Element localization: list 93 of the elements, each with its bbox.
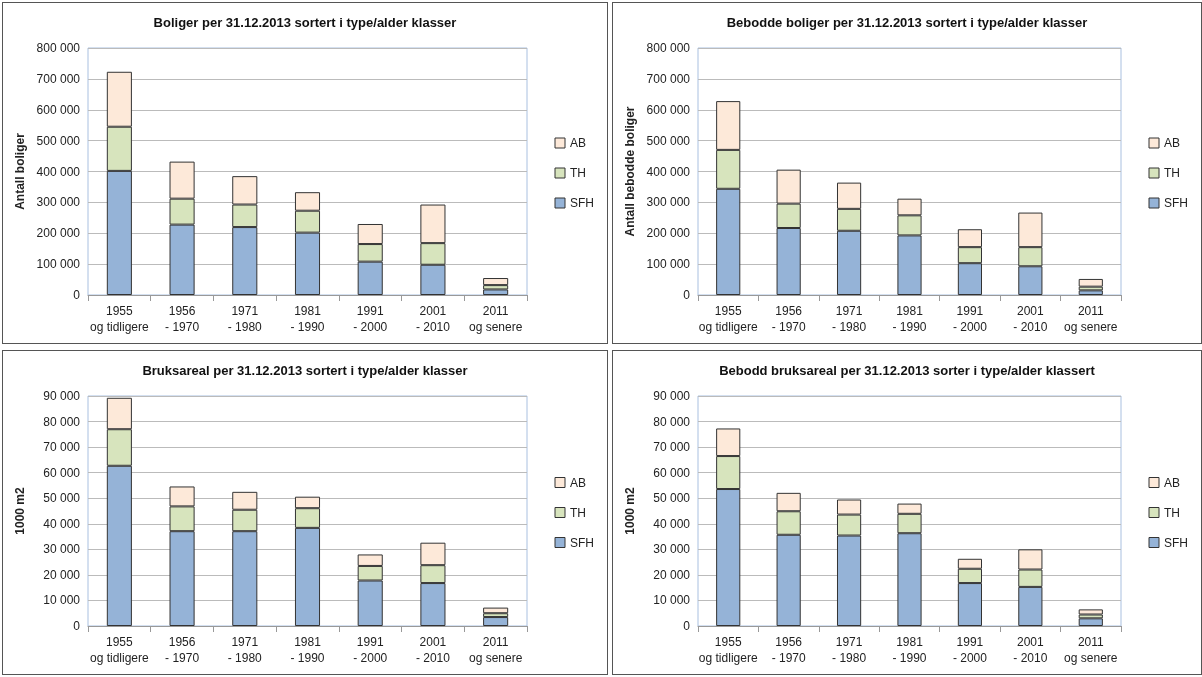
legend-label: AB	[1164, 475, 1181, 490]
bar	[483, 617, 509, 626]
x-tick-label: 1971 - 1980	[832, 304, 867, 334]
x-tick-label: 2011 og senere	[468, 635, 523, 665]
x-tick-label: 1956 - 1970	[165, 304, 200, 334]
bar	[483, 289, 509, 295]
legend-label: SFH	[1164, 535, 1188, 550]
y-axis-title: 1000 m2	[13, 486, 27, 535]
y-tick-label: 70 000	[43, 440, 81, 455]
y-tick-label: 80 000	[43, 414, 81, 429]
y-tick-label: 90 000	[653, 389, 691, 403]
x-tick-label: 2011 og senere	[468, 304, 523, 334]
y-tick-label: 30 000	[653, 542, 691, 557]
legend-label: SFH	[570, 196, 594, 210]
y-tick-label: 800 000	[646, 41, 691, 55]
y-tick-label: 300 000	[36, 195, 81, 210]
y-tick-label: 80 000	[653, 414, 691, 429]
y-tick-label: 30 000	[43, 542, 81, 557]
x-tick-label: 1971 - 1980	[227, 304, 263, 334]
legend-label: AB	[570, 136, 587, 150]
legend-label: SFH	[1164, 196, 1188, 210]
chart-title: Boliger per 31.12.2013 sortert i type/alder klasser	[153, 15, 457, 30]
x-tick-label: 1955 og tidligere	[90, 304, 150, 334]
bar	[1078, 278, 1103, 287]
x-tick-label: 1956 - 1970	[771, 635, 806, 665]
y-tick-label: 90 000	[43, 389, 81, 403]
x-tick-label: 1991 - 2000	[353, 304, 388, 334]
x-tick-label: 1956 - 1970	[165, 635, 200, 665]
y-tick-label: 500 000	[36, 133, 81, 148]
y-tick-label: 40 000	[43, 516, 81, 531]
x-tick-label: 2001 - 2010	[1013, 635, 1048, 665]
y-tick-label: 700 000	[646, 71, 691, 86]
y-tick-label: 100 000	[36, 257, 81, 272]
y-tick-label: 0	[683, 288, 691, 302]
y-tick-label: 10 000	[653, 593, 691, 608]
y-axis-title: Antall boliger	[12, 132, 27, 210]
y-tick-label: 600 000	[646, 102, 691, 117]
chart-title: Bruksareal per 31.12.2013 sortert i type/alder klasser	[142, 363, 468, 378]
y-tick-label: 0	[683, 619, 691, 633]
legend-label: TH	[570, 166, 586, 180]
y-axis-title: 1000 m2	[623, 486, 637, 535]
y-tick-label: 10 000	[43, 593, 81, 608]
y-tick-label: 500 000	[646, 133, 691, 148]
y-tick-label: 800 000	[36, 41, 81, 55]
y-tick-label: 50 000	[653, 491, 691, 506]
y-tick-label: 300 000	[646, 195, 691, 210]
x-tick-label: 1971 - 1980	[832, 635, 867, 665]
y-tick-label: 60 000	[653, 465, 691, 480]
y-tick-label: 100 000	[646, 257, 691, 272]
bar	[483, 278, 509, 286]
y-tick-label: 700 000	[36, 71, 81, 86]
x-tick-label: 1991 - 2000	[952, 304, 988, 334]
y-tick-label: 0	[73, 288, 81, 302]
x-tick-label: 2001 - 2010	[415, 304, 451, 334]
bar	[1078, 618, 1103, 626]
y-tick-label: 60 000	[43, 465, 81, 480]
bar	[1078, 609, 1103, 615]
legend-label: AB	[570, 475, 587, 490]
x-tick-label: 1991 - 2000	[952, 635, 988, 665]
legend-label: AB	[1164, 136, 1181, 150]
y-axis-title: Antall bebodde boliger	[622, 106, 637, 237]
bar	[483, 607, 509, 614]
y-tick-label: 20 000	[653, 567, 691, 582]
y-tick-label: 600 000	[36, 102, 81, 117]
chart-title: Bebodde boliger per 31.12.2013 sortert i type/alder klasser	[726, 15, 1088, 30]
x-tick-label: 1991 - 2000	[353, 635, 388, 665]
y-tick-label: 200 000	[36, 226, 81, 241]
x-tick-label: 1981 - 1990	[290, 635, 325, 665]
y-tick-label: 0	[73, 619, 81, 633]
y-tick-label: 70 000	[653, 440, 691, 455]
y-tick-label: 400 000	[36, 164, 81, 179]
x-tick-label: 1971 - 1980	[227, 635, 263, 665]
x-tick-label: 2001 - 2010	[1013, 304, 1048, 334]
y-tick-label: 400 000	[646, 164, 691, 179]
x-tick-label: 2001 - 2010	[415, 635, 451, 665]
x-tick-label: 1981 - 1990	[892, 304, 927, 334]
legend-label: SFH	[570, 535, 594, 550]
y-tick-label: 200 000	[646, 226, 691, 241]
x-tick-label: 1955 og tidligere	[698, 635, 758, 665]
x-tick-label: 2011 og senere	[1064, 635, 1118, 665]
x-tick-label: 2011 og senere	[1064, 304, 1118, 334]
x-tick-label: 1956 - 1970	[771, 304, 806, 334]
legend-label: TH	[570, 505, 586, 520]
chart-title: Bebodd bruksareal per 31.12.2013 sorter i type/alder klassert	[719, 363, 1096, 378]
legend-label: TH	[1164, 505, 1180, 520]
x-tick-label: 1955 og tidligere	[90, 635, 150, 665]
x-tick-label: 1981 - 1990	[290, 304, 325, 334]
y-tick-label: 20 000	[43, 567, 81, 582]
y-tick-label: 40 000	[653, 516, 691, 531]
x-tick-label: 1955 og tidligere	[698, 304, 758, 334]
legend-label: TH	[1164, 166, 1180, 180]
x-tick-label: 1981 - 1990	[892, 635, 927, 665]
y-tick-label: 50 000	[43, 491, 81, 506]
